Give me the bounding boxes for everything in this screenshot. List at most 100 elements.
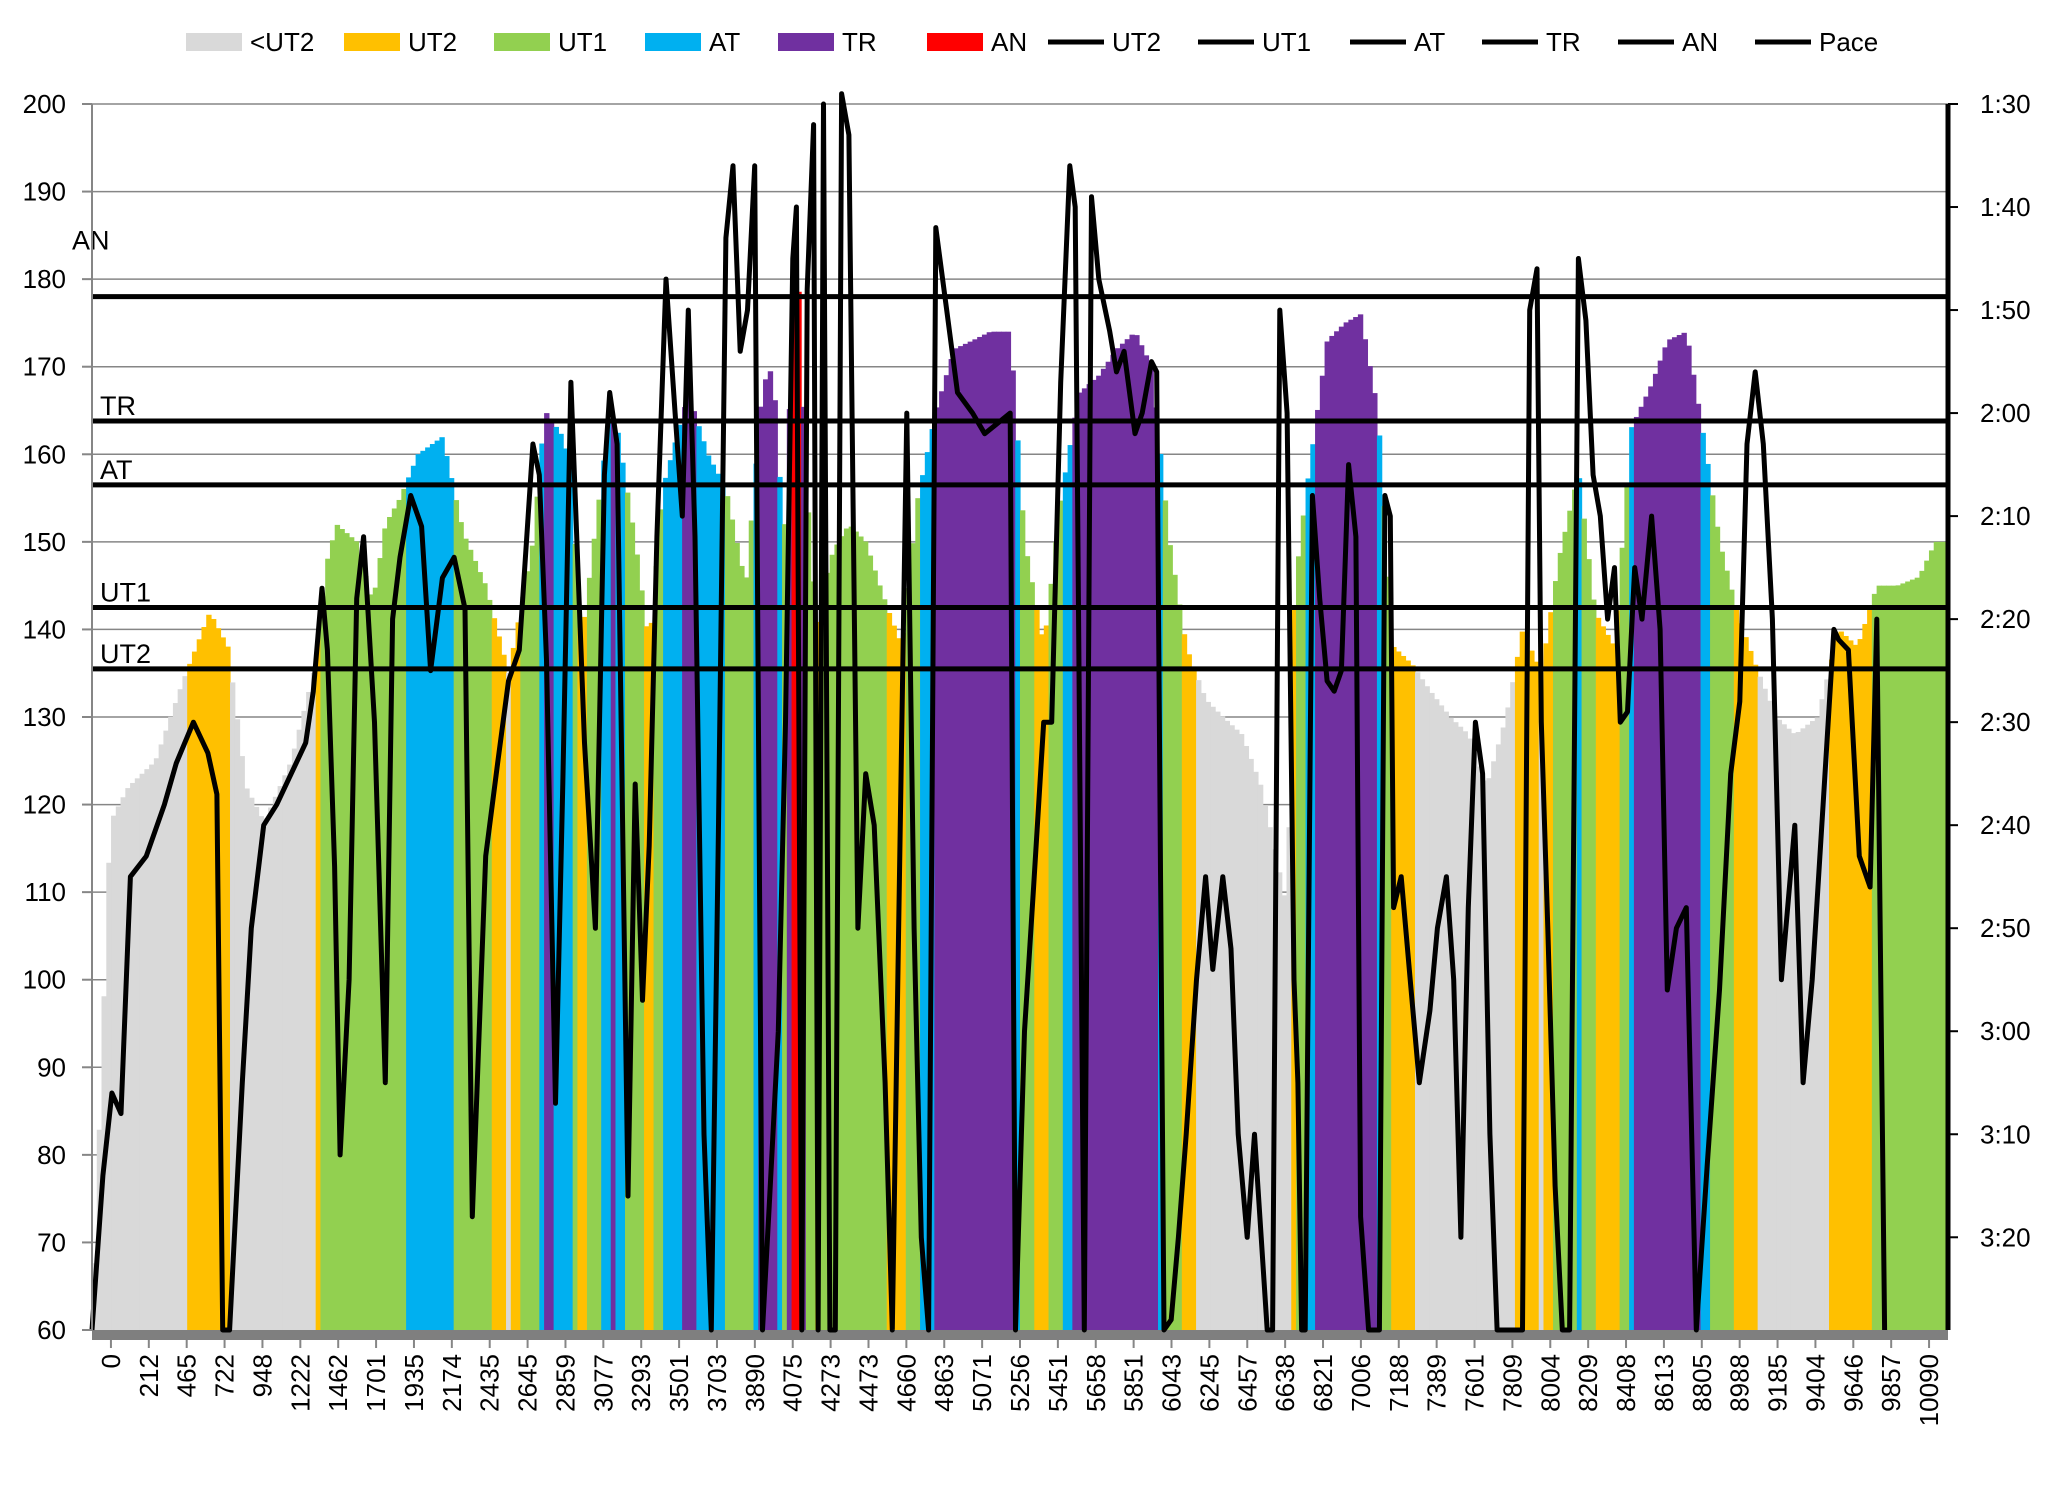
hr-zone-column-324 — [1633, 416, 1640, 1331]
hr-zone-column-190 — [996, 331, 1002, 1330]
y-tick-label-3: 90 — [37, 1052, 66, 1082]
legend-label-9: TR — [1546, 27, 1581, 57]
hr-zone-column-204 — [1062, 472, 1069, 1330]
hr-zone-column-100 — [567, 468, 574, 1331]
hr-zone-column-367 — [1838, 631, 1844, 1330]
hr-zone-column-25 — [210, 618, 217, 1330]
hr-zone-column-92 — [529, 545, 536, 1330]
hr-zone-column-205 — [1067, 445, 1073, 1330]
hr-zone-column-188 — [986, 332, 993, 1331]
hr-zone-column-141 — [763, 379, 769, 1331]
legend-label-8: AT — [1414, 27, 1445, 57]
hr-zone-column-167 — [886, 612, 893, 1330]
hr-zone-column-321 — [1619, 547, 1625, 1330]
y-tick-label-6: 120 — [23, 790, 66, 820]
hr-zone-column-279 — [1419, 679, 1426, 1330]
hr-zone-column-309 — [1562, 531, 1568, 1330]
hr-zone-column-364 — [1824, 679, 1830, 1330]
hr-zone-column-298 — [1510, 682, 1516, 1330]
hr-zone-column-120 — [663, 477, 669, 1330]
x-tick-label-21: 4660 — [891, 1354, 921, 1412]
hr-zone-column-118 — [653, 566, 659, 1330]
hr-zone-column-240 — [1234, 729, 1240, 1330]
y-tick-label-10: 160 — [23, 439, 66, 469]
hr-zone-column-378 — [1890, 585, 1897, 1330]
hr-zone-column-72 — [434, 440, 441, 1330]
hr-zone-column-70 — [425, 447, 431, 1330]
x-tick-label-17: 3890 — [740, 1354, 770, 1412]
hr-zone-column-369 — [1848, 640, 1854, 1330]
legend-label-4: TR — [842, 27, 877, 57]
hr-zone-column-275 — [1400, 655, 1407, 1330]
hr-zone-column-210 — [1091, 379, 1097, 1330]
hr-zone-column-30 — [234, 719, 241, 1330]
x-tick-label-27: 5851 — [1119, 1354, 1149, 1412]
hr-zone-column-238 — [1224, 720, 1230, 1330]
x-tick-label-22: 4863 — [929, 1354, 959, 1412]
x-tick-label-34: 7188 — [1384, 1354, 1414, 1412]
y2-tick-label-6: 2:30 — [1980, 707, 2031, 737]
hr-zone-column-357 — [1790, 733, 1797, 1330]
hr-zone-column-347 — [1743, 637, 1749, 1330]
hr-zone-column-192 — [1005, 331, 1012, 1330]
hr-zone-column-108 — [605, 421, 612, 1330]
pace-line-layer — [89, 91, 1888, 1333]
x-tick-label-33: 7006 — [1346, 1354, 1376, 1412]
hr-zone-column-304 — [1538, 672, 1545, 1330]
hr-zone-column-86 — [501, 654, 507, 1330]
hr-zone-column-365 — [1829, 659, 1835, 1330]
hr-zone-column-323 — [1629, 427, 1635, 1330]
hr-zone-column-5 — [115, 806, 122, 1330]
hr-zone-column-146 — [786, 409, 793, 1331]
hr-zone-column-278 — [1414, 672, 1421, 1330]
hr-zone-column-117 — [648, 622, 655, 1330]
hr-zone-column-136 — [739, 565, 745, 1330]
hr-zone-column-28 — [225, 646, 231, 1330]
hr-zone-column-124 — [682, 407, 688, 1330]
hr-zone-column-371 — [1857, 639, 1863, 1330]
hr-zone-column-276 — [1405, 660, 1411, 1330]
hr-zone-column-269 — [1372, 393, 1378, 1331]
hr-zone-column-331 — [1667, 339, 1673, 1330]
hr-zone-column-50 — [329, 540, 336, 1330]
legend-swatch-0 — [186, 33, 242, 51]
hr-zone-column-23 — [201, 627, 207, 1330]
hr-zone-column-372 — [1862, 623, 1868, 1330]
hr-zone-column-128 — [701, 441, 707, 1330]
y-tick-label-5: 110 — [25, 877, 66, 907]
hr-zone-column-151 — [810, 581, 816, 1330]
hr-zone-column-241 — [1238, 734, 1245, 1330]
hr-zone-column-249 — [1276, 872, 1283, 1330]
hr-zone-column-198 — [1034, 608, 1040, 1330]
hr-zone-column-114 — [634, 554, 640, 1330]
hr-zone-column-370 — [1852, 644, 1859, 1330]
legend-swatch-3 — [645, 33, 701, 51]
hr-zone-column-107 — [601, 460, 607, 1331]
legend-label-5: AN — [991, 27, 1027, 57]
hr-zone-column-68 — [415, 454, 421, 1330]
x-tick-label-0: 0 — [96, 1354, 126, 1368]
hr-zone-column-237 — [1219, 716, 1226, 1330]
x-tick-label-38: 8004 — [1535, 1354, 1565, 1412]
hr-zone-column-219 — [1134, 335, 1140, 1330]
hr-zone-column-104 — [586, 577, 593, 1330]
hr-zone-column-84 — [491, 618, 498, 1330]
hr-zone-column-325 — [1638, 406, 1645, 1330]
hr-zone-column-145 — [782, 524, 788, 1330]
hr-zone-column-196 — [1024, 556, 1031, 1330]
hr-zone-column-258 — [1319, 375, 1326, 1331]
hr-zone-column-109 — [610, 418, 617, 1330]
hr-zone-column-58 — [368, 594, 374, 1330]
hr-zone-column-236 — [1215, 711, 1221, 1330]
hr-zone-column-322 — [1624, 485, 1630, 1331]
hr-zone-column-19 — [182, 676, 188, 1330]
y2-tick-label-3: 2:00 — [1980, 398, 2031, 428]
threshold-lines: UT2 UT1 AT TR AN — [72, 226, 1948, 672]
hr-zone-column-103 — [582, 616, 588, 1330]
x-tick-label-47: 9857 — [1876, 1354, 1906, 1412]
hr-zone-column-354 — [1776, 719, 1783, 1330]
hr-zone-column-302 — [1529, 650, 1535, 1330]
x-tick-label-39: 8209 — [1573, 1354, 1603, 1412]
y-tick-label-4: 100 — [23, 965, 66, 995]
hr-zone-column-283 — [1438, 705, 1445, 1330]
